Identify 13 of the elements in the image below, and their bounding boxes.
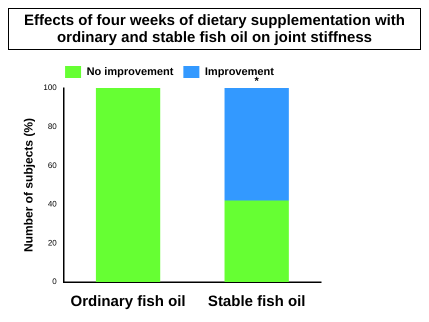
y-tick-label: 100 — [43, 83, 58, 92]
y-tick-label: 40 — [48, 200, 58, 209]
y-tick-label: 20 — [48, 238, 58, 248]
y-tick-label: 60 — [48, 160, 58, 170]
y-tick-label: 80 — [48, 122, 58, 132]
legend-label: Improvement — [204, 66, 274, 78]
y-tick-label: 0 — [52, 277, 58, 286]
legend-label: No improvement — [86, 66, 174, 78]
x-tick-label: Ordinary fish oil — [70, 293, 186, 310]
x-tick-label: Stable fish oil — [208, 293, 306, 310]
chart-title: Effects of four weeks of dietary supplementation with ordinary and stable fish oil on joint stiffness — [8, 8, 421, 50]
y-axis-title: Number of subjects (%) — [22, 118, 36, 252]
annotation: * — [254, 76, 260, 88]
